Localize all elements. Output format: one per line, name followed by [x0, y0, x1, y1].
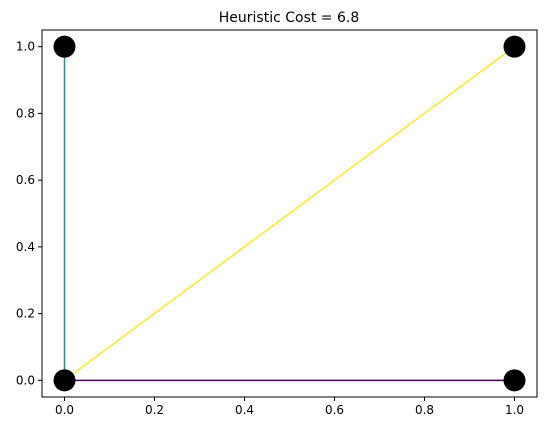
x-tick-label-5: 1.0 — [505, 403, 524, 417]
plot-area — [41, 29, 538, 398]
y-tick-label-2: 0.4 — [16, 240, 35, 254]
x-tick-label-4: 0.8 — [415, 403, 434, 417]
y-tick-label-0: 0.0 — [16, 373, 35, 387]
node-3 — [503, 369, 526, 392]
y-tick-label-5: 1.0 — [16, 40, 35, 54]
y-tick-label-1: 0.2 — [16, 307, 35, 321]
y-tick-label-3: 0.6 — [16, 173, 35, 187]
edge-1 — [64, 46, 515, 381]
axes-frame — [41, 29, 538, 398]
node-1 — [503, 35, 526, 58]
y-tick-label-4: 0.8 — [16, 106, 35, 120]
chart-title: Heuristic Cost = 6.8 — [219, 10, 360, 26]
node-2 — [53, 369, 76, 392]
node-0 — [53, 35, 76, 58]
x-tick-label-2: 0.4 — [235, 403, 254, 417]
x-tick-label-0: 0.0 — [55, 403, 74, 417]
x-tick-label-1: 0.2 — [145, 403, 164, 417]
x-axis: 0.0 0.2 0.4 0.6 0.8 1.0 — [55, 397, 524, 417]
y-axis: 0.0 0.2 0.4 0.6 0.8 1.0 — [16, 40, 42, 387]
x-tick-label-3: 0.6 — [325, 403, 344, 417]
